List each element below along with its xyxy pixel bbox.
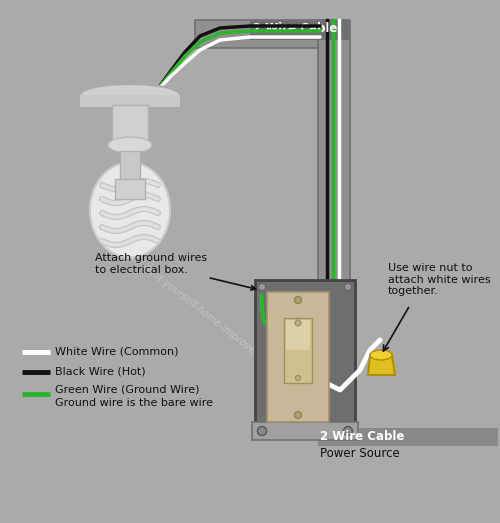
Ellipse shape — [344, 426, 352, 436]
Bar — [112, 105, 148, 143]
Text: www.easy-do-it-yourself-home-improvements.com: www.easy-do-it-yourself-home-improvement… — [100, 230, 300, 390]
Text: 2 Wire Cable: 2 Wire Cable — [320, 430, 404, 443]
Text: White Wire (Common): White Wire (Common) — [55, 347, 178, 357]
Bar — [318, 20, 350, 435]
Ellipse shape — [258, 425, 266, 431]
Text: Use wire nut to
attach white wires
together.: Use wire nut to attach white wires toget… — [388, 263, 490, 296]
Bar — [195, 20, 345, 48]
Bar — [255, 280, 355, 435]
Text: 2 Wire Cable: 2 Wire Cable — [253, 22, 338, 35]
Bar — [318, 428, 498, 446]
Ellipse shape — [108, 137, 152, 153]
Ellipse shape — [90, 163, 170, 257]
Bar — [250, 20, 350, 40]
Bar — [80, 95, 180, 107]
Bar — [252, 422, 358, 440]
Ellipse shape — [344, 425, 352, 431]
Ellipse shape — [258, 426, 266, 436]
Ellipse shape — [296, 376, 300, 381]
Text: Attach ground wires
to electrical box.: Attach ground wires to electrical box. — [95, 253, 256, 290]
Ellipse shape — [258, 283, 266, 290]
Bar — [284, 318, 312, 383]
Text: Ground wire is the bare wire: Ground wire is the bare wire — [55, 398, 213, 408]
Ellipse shape — [295, 320, 301, 326]
Ellipse shape — [80, 84, 180, 106]
Bar — [115, 179, 145, 199]
Text: Green Wire (Ground Wire): Green Wire (Ground Wire) — [55, 385, 200, 395]
Text: Black Wire (Hot): Black Wire (Hot) — [55, 367, 146, 377]
Text: Power Source: Power Source — [320, 447, 400, 460]
Bar — [267, 292, 329, 422]
Ellipse shape — [294, 297, 302, 303]
Ellipse shape — [294, 412, 302, 418]
Polygon shape — [368, 355, 395, 375]
Bar — [120, 151, 140, 181]
Bar — [286, 320, 310, 350]
Ellipse shape — [370, 350, 392, 360]
Ellipse shape — [344, 283, 352, 290]
